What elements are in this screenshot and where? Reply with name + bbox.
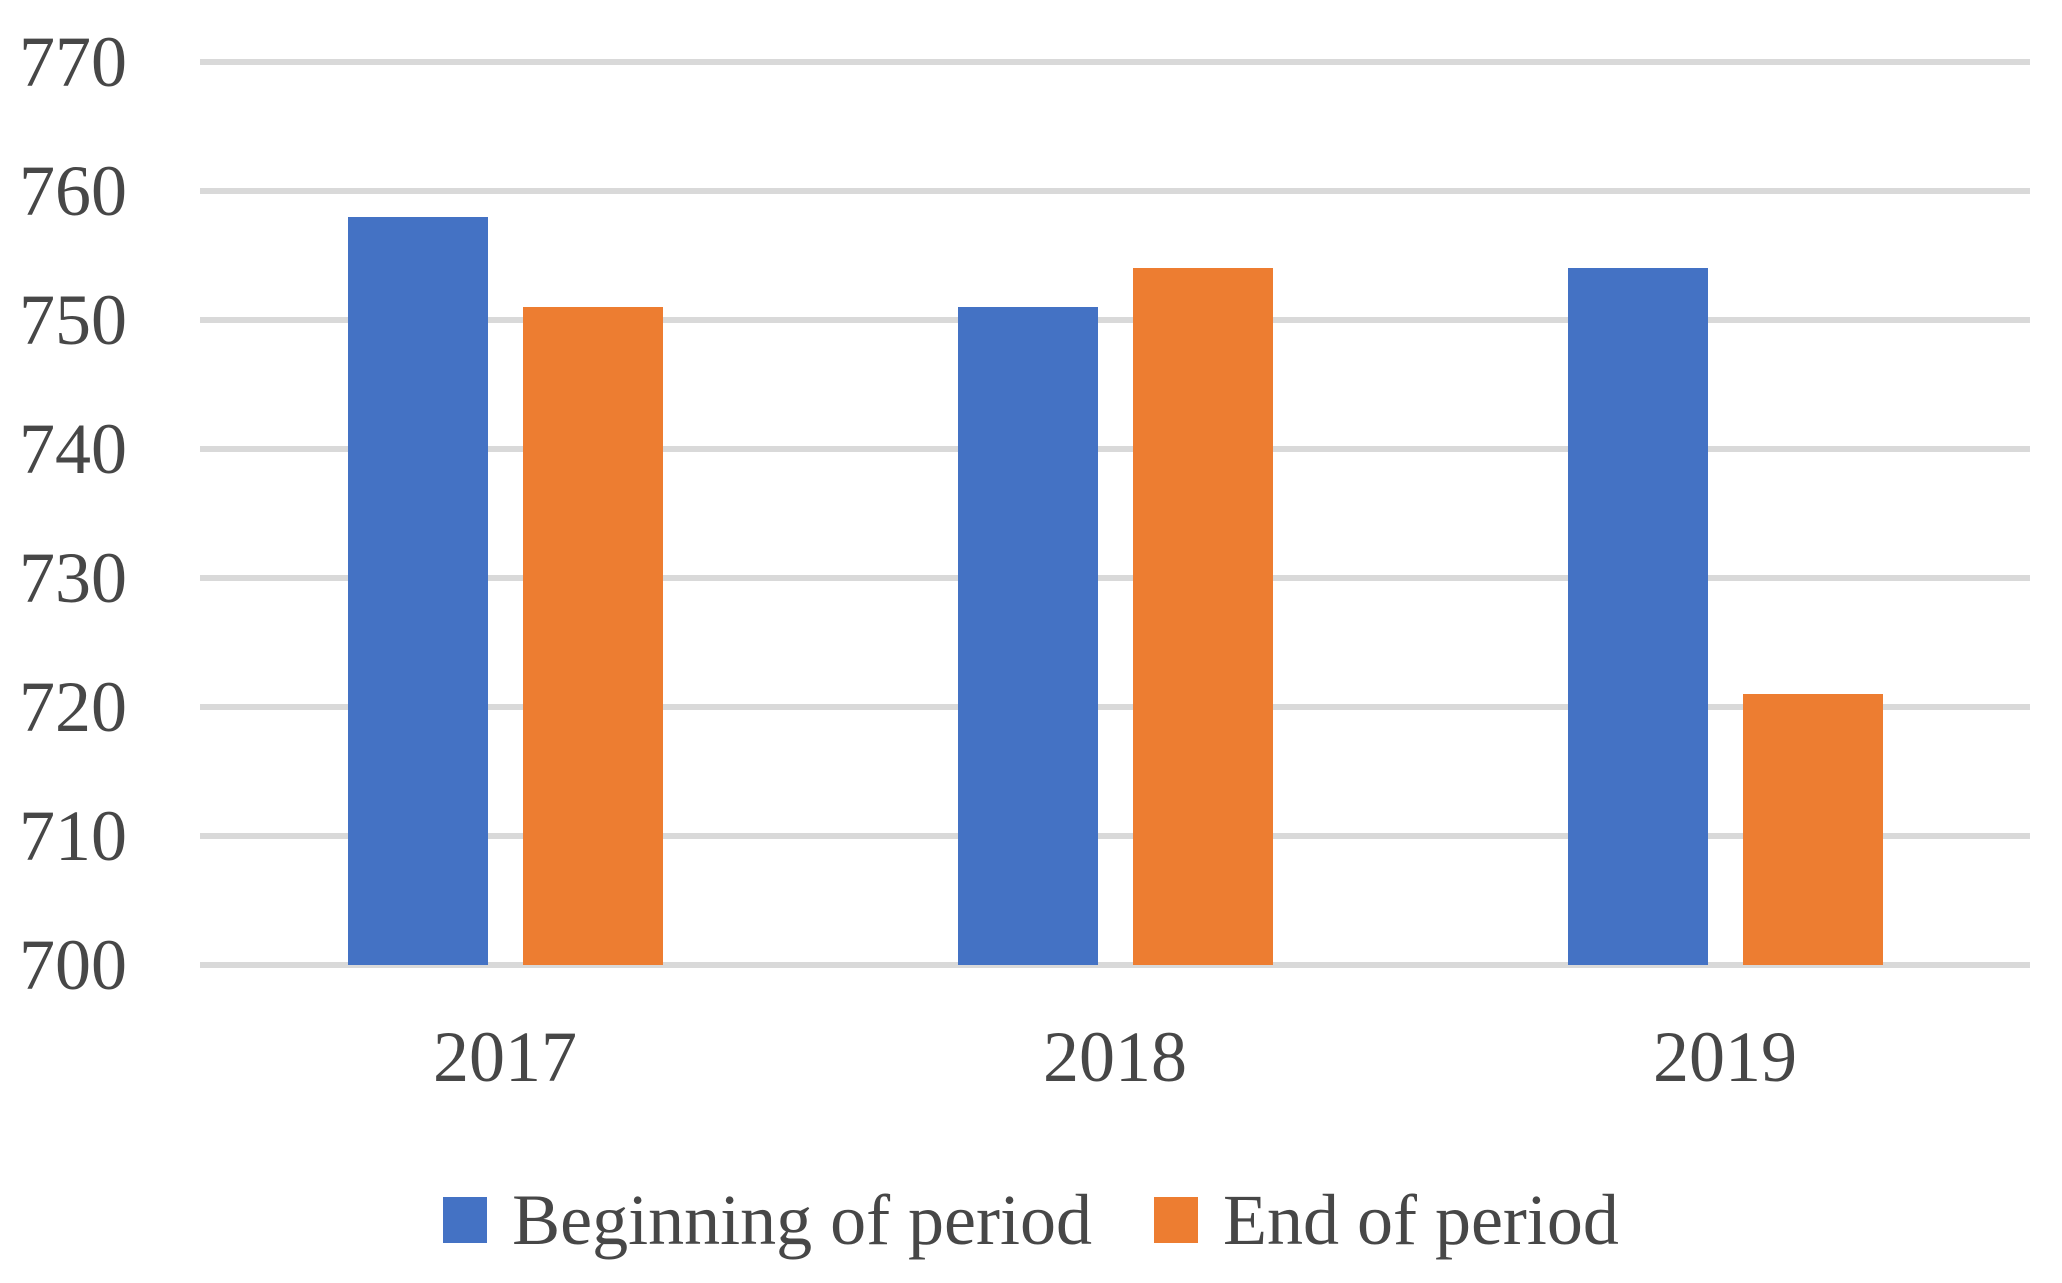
gridline-740 <box>200 446 2030 452</box>
y-tick-label-770: 770 <box>19 22 127 102</box>
x-axis-line <box>200 962 2030 968</box>
y-tick-label-750: 750 <box>19 280 127 360</box>
y-tick-label-710: 710 <box>19 796 127 876</box>
legend-item-end-of-period: End of period <box>1154 1180 1619 1260</box>
legend-label: End of period <box>1223 1180 1619 1260</box>
gridline-770 <box>200 59 2030 65</box>
y-axis-labels: 700 710 720 730 740 750 760 770 <box>0 26 127 1001</box>
y-tick-label-730: 730 <box>19 538 127 618</box>
bar-2019-end-of-period <box>1742 694 1883 965</box>
legend-item-beginning-of-period: Beginning of period <box>443 1180 1092 1260</box>
plot-area <box>200 59 2030 968</box>
legend-swatch-icon <box>443 1197 488 1243</box>
y-tick-label-720: 720 <box>19 667 127 747</box>
gridline-710 <box>200 833 2030 839</box>
bar-2017-beginning-of-period <box>347 216 488 965</box>
bar-2018-end-of-period <box>1132 268 1273 965</box>
x-tick-label-2018: 2018 <box>1043 1017 1187 1097</box>
bar-2017-end-of-period <box>522 307 663 965</box>
gridline-760 <box>200 188 2030 194</box>
legend: Beginning of period End of period <box>0 1180 2062 1260</box>
bar-2018-beginning-of-period <box>957 307 1098 965</box>
legend-swatch-icon <box>1154 1197 1198 1243</box>
y-tick-label-740: 740 <box>19 409 127 489</box>
gridline-730 <box>200 575 2030 581</box>
legend-label: Beginning of period <box>512 1180 1092 1260</box>
y-tick-label-760: 760 <box>19 151 127 231</box>
x-axis-labels: 2017 2018 2019 <box>200 1021 2030 1093</box>
gridline-750 <box>200 317 2030 323</box>
gridline-720 <box>200 704 2030 710</box>
bar-2019-beginning-of-period <box>1567 268 1708 965</box>
x-tick-label-2019: 2019 <box>1653 1017 1797 1097</box>
y-tick-label-700: 700 <box>19 925 127 1005</box>
x-tick-label-2017: 2017 <box>433 1017 577 1097</box>
